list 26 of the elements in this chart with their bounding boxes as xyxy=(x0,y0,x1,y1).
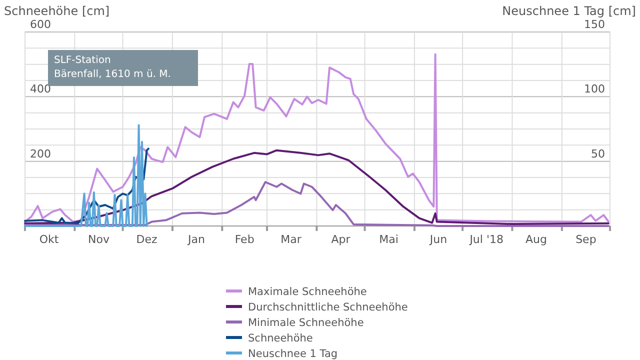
y2-tick-label: 50 xyxy=(591,147,605,160)
y2-tick-label: 100 xyxy=(584,82,605,96)
y-axis-title: Schneehöhe [cm] xyxy=(4,4,110,18)
x-tick-label: Mai xyxy=(379,233,398,246)
x-tick-label: Jun xyxy=(428,233,448,246)
legend-label: Durchschnittliche Schneehöhe xyxy=(248,302,408,314)
x-tick-label: Aug xyxy=(526,233,548,246)
y2-axis-title: Neuschnee 1 Tag [cm] xyxy=(502,4,636,18)
y2-tick-label: 150 xyxy=(584,18,605,31)
y-tick-label: 600 xyxy=(30,18,51,31)
x-tick-label: Mar xyxy=(280,233,302,246)
x-tick-label: Jan xyxy=(187,233,205,246)
legend-label: Neuschnee 1 Tag xyxy=(248,348,338,360)
x-tick-label: Nov xyxy=(88,233,110,246)
legend-label: Maximale Schneehöhe xyxy=(248,286,367,298)
x-tick-label: Feb xyxy=(234,233,254,246)
legend-label: Minimale Schneehöhe xyxy=(248,317,364,329)
legend-label: Schneehöhe xyxy=(248,332,313,344)
x-tick-label: Okt xyxy=(39,233,60,246)
x-tick-label: Apr xyxy=(331,233,351,246)
y-tick-label: 400 xyxy=(30,82,51,96)
x-tick-label: Jul '18 xyxy=(468,233,504,246)
annotation: SLF-Station Bärenfall, 1610 m ü. M. xyxy=(54,55,171,80)
x-tick-label: Sep xyxy=(576,233,596,246)
x-tick-label: Dez xyxy=(136,233,158,246)
y-tick-label: 200 xyxy=(30,147,51,160)
